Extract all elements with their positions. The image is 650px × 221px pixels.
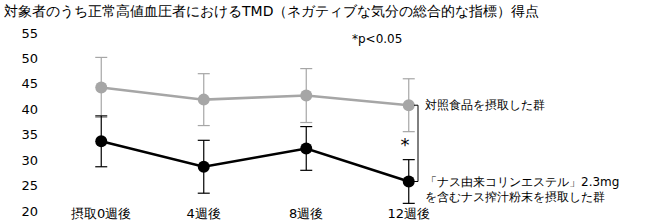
y-tick-label: 25 bbox=[21, 178, 38, 193]
error-cap bbox=[198, 125, 210, 126]
legend-entry: 対照食品を摂取した群 bbox=[425, 98, 545, 112]
error-cap bbox=[198, 193, 210, 194]
point bbox=[95, 135, 107, 147]
error-cap bbox=[95, 57, 107, 58]
point bbox=[300, 90, 312, 102]
chart: 対象者のうち正常高値血圧者におけるTMD（ネガティブな気分の総合的な指標）得点 2… bbox=[0, 0, 650, 221]
error-bar bbox=[403, 160, 415, 204]
error-cap bbox=[300, 68, 312, 69]
error-bar bbox=[198, 140, 210, 193]
title: 対象者のうち正常高値血圧者におけるTMD（ネガティブな気分の総合的な指標）得点 bbox=[4, 3, 539, 19]
series-line bbox=[101, 141, 409, 181]
y-tick-label: 35 bbox=[21, 127, 38, 142]
error-bar bbox=[95, 57, 107, 117]
y-tick-label: 45 bbox=[21, 76, 38, 91]
x-tick-label: 摂取0週後 bbox=[71, 206, 131, 221]
error-cap bbox=[403, 131, 415, 132]
point bbox=[198, 94, 210, 106]
error-cap bbox=[198, 140, 210, 141]
error-bar bbox=[198, 74, 210, 126]
legend-line: を含むナス搾汁粉末を摂取した群 bbox=[425, 190, 605, 204]
error-cap bbox=[198, 73, 210, 74]
error-bar bbox=[95, 116, 107, 167]
p-note: *p<0.05 bbox=[352, 32, 402, 46]
error-cap bbox=[403, 203, 415, 204]
legend-line: 「ナス由来コリンエステル」2.3mg bbox=[425, 175, 619, 189]
x-tick-label: 4週後 bbox=[187, 206, 221, 221]
error-cap bbox=[300, 126, 312, 127]
error-cap bbox=[300, 170, 312, 171]
significance: * bbox=[401, 134, 410, 155]
plot-area bbox=[95, 57, 415, 203]
error-bar bbox=[300, 69, 312, 123]
error-cap bbox=[403, 159, 415, 160]
point bbox=[198, 161, 210, 173]
y-tick-label: 30 bbox=[21, 153, 38, 168]
error-cap bbox=[95, 166, 107, 167]
series-line bbox=[101, 87, 409, 105]
error-cap bbox=[95, 115, 107, 116]
x-tick-label: 8週後 bbox=[289, 206, 323, 221]
bracket bbox=[414, 105, 418, 181]
error-bar bbox=[403, 79, 415, 132]
point bbox=[300, 142, 312, 154]
y-tick-label: 50 bbox=[21, 51, 38, 66]
error-bar bbox=[300, 127, 312, 171]
error-cap bbox=[403, 78, 415, 79]
legend-entry: 「ナス由来コリンエステル」2.3mgを含むナス搾汁粉末を摂取した群 bbox=[425, 175, 619, 204]
legend-line: 対照食品を摂取した群 bbox=[425, 98, 545, 112]
x-tick-label: 12週後 bbox=[387, 206, 430, 221]
point bbox=[403, 176, 415, 188]
y-tick-label: 20 bbox=[21, 204, 38, 219]
y-tick-label: 55 bbox=[21, 26, 38, 41]
error-cap bbox=[300, 122, 312, 123]
point bbox=[95, 81, 107, 93]
y-tick-label: 40 bbox=[21, 102, 38, 117]
point bbox=[403, 99, 415, 111]
